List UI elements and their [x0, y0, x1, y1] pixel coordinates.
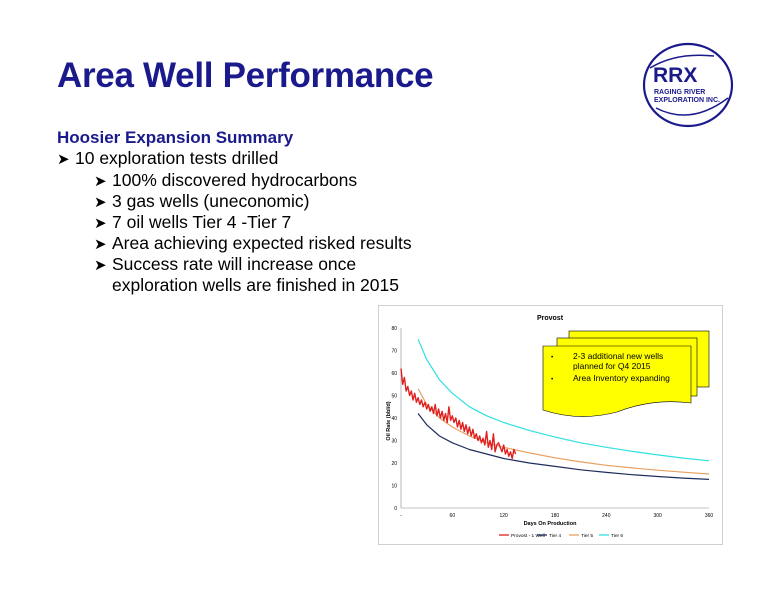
bullet-item: ➤ 100% discovered hydrocarbons	[94, 170, 357, 192]
y-axis-label: Oil Rate (bbl/d)	[386, 401, 392, 440]
y-tick-label: 20	[391, 461, 397, 467]
y-tick-label: 30	[391, 439, 397, 445]
bullet-item: ➤ Area achieving expected risked results	[94, 233, 412, 255]
logo-line3: EXPLORATION INC.	[654, 97, 720, 104]
y-tick-label: 80	[391, 326, 397, 332]
x-tick-label: 120	[499, 513, 508, 519]
chart-svg: Provost Days On Production Oil Rate (bbl…	[386, 315, 714, 539]
chart-title: Provost	[537, 315, 564, 322]
bullet-item-continued: exploration wells are finished in 2015	[112, 275, 399, 296]
company-logo: RRX RAGING RIVER EXPLORATION INC.	[636, 38, 736, 130]
y-tick-label: 40	[391, 416, 397, 422]
annotation-box-front	[542, 345, 692, 417]
arrow-bullet-icon: ➤	[94, 257, 107, 274]
logo-rrx: RRX	[653, 64, 697, 87]
legend-label: Tier 6	[611, 533, 623, 539]
bullet-item: ➤ Success rate will increase once	[94, 254, 356, 276]
bullet-text: exploration wells are finished in 2015	[112, 275, 399, 295]
arrow-bullet-icon: ➤	[94, 194, 107, 211]
annotation-line: 2-3 additional new wells	[573, 351, 663, 361]
logo-line2: RAGING RIVER	[654, 89, 705, 96]
x-tick-label: -	[400, 513, 402, 519]
x-tick-label: 300	[653, 513, 662, 519]
y-tick-label: 50	[391, 394, 397, 400]
legend-label: Tier 5	[581, 533, 593, 539]
x-tick-label: 360	[705, 513, 714, 519]
arrow-bullet-icon: ➤	[94, 236, 107, 253]
legend-label: Provost - 1 Well	[511, 533, 545, 539]
series-line-tier-5	[417, 388, 710, 475]
legend-label: Tier 4	[549, 533, 561, 539]
series-line-tier-6	[417, 339, 710, 462]
arrow-bullet-icon: ➤	[94, 215, 107, 232]
bullet-text: 10 exploration tests drilled	[75, 148, 279, 168]
series-line-tier-4	[417, 413, 710, 480]
bullet-text: 7 oil wells Tier 4 -Tier 7	[112, 212, 292, 232]
bullet-item: ➤ 10 exploration tests drilled	[57, 148, 278, 170]
slide-title: Area Well Performance	[57, 56, 434, 95]
decline-chart: Provost Days On Production Oil Rate (bbl…	[378, 305, 723, 545]
annotation-bullet-icon: •	[551, 354, 554, 361]
annotation-bullet-icon: •	[551, 376, 554, 383]
bullet-item: ➤ 7 oil wells Tier 4 -Tier 7	[94, 212, 291, 234]
y-tick-label: 70	[391, 349, 397, 355]
y-tick-label: 10	[391, 484, 397, 490]
bullet-text: 3 gas wells (uneconomic)	[112, 191, 310, 211]
arrow-bullet-icon: ➤	[94, 173, 107, 190]
annotation-text: 2-3 additional new wells planned for Q4 2…	[573, 351, 663, 371]
annotation-text: Area Inventory expanding	[573, 373, 670, 383]
series-line-provost-1-well	[400, 368, 517, 460]
bullet-text: Area achieving expected risked results	[112, 233, 412, 253]
annotation-line: planned for Q4 2015	[573, 361, 651, 371]
section-subtitle: Hoosier Expansion Summary	[57, 128, 294, 147]
y-tick-label: 60	[391, 371, 397, 377]
arrow-bullet-icon: ➤	[57, 151, 70, 168]
bullet-text: 100% discovered hydrocarbons	[112, 170, 358, 190]
bullet-item: ➤ 3 gas wells (uneconomic)	[94, 191, 309, 213]
y-tick-label: 0	[394, 506, 397, 512]
x-tick-label: 60	[450, 513, 456, 519]
x-axis-label: Days On Production	[524, 521, 578, 527]
bullet-text: Success rate will increase once	[112, 254, 357, 274]
x-tick-label: 240	[602, 513, 611, 519]
x-tick-label: 180	[551, 513, 560, 519]
